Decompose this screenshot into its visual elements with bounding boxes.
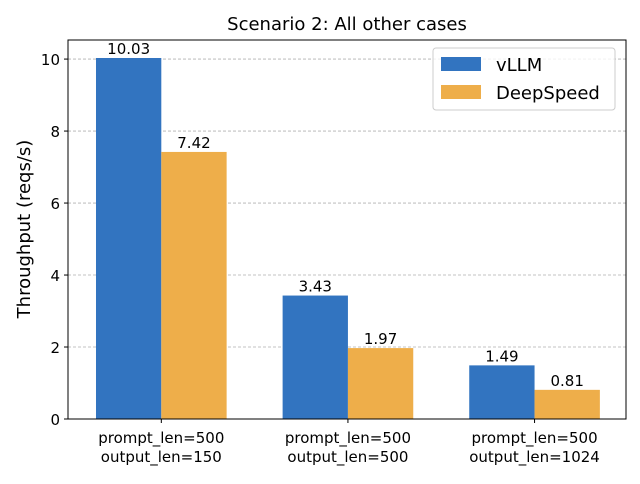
data-label: 7.42	[177, 134, 210, 152]
y-axis-label: Throughput (reqs/s)	[14, 140, 35, 320]
data-label: 1.49	[485, 347, 518, 365]
chart-title: Scenario 2: All other cases	[227, 14, 467, 35]
legend-label: DeepSpeed	[496, 83, 600, 104]
x-tick-label: prompt_len=500	[98, 429, 224, 448]
y-tick-label: 2	[50, 339, 60, 357]
bar-deepspeed	[534, 389, 600, 419]
data-label: 3.43	[299, 278, 332, 296]
y-tick-label: 10	[41, 51, 60, 69]
y-tick-label: 0	[50, 411, 60, 429]
legend-swatch	[441, 57, 481, 71]
data-label: 0.81	[551, 372, 584, 390]
x-tick-label: prompt_len=500	[471, 429, 597, 448]
bar-vllm	[282, 295, 348, 419]
data-label: 10.03	[107, 40, 150, 58]
y-tick-label: 6	[50, 195, 60, 213]
bar-deepspeed	[347, 348, 414, 419]
bar-deepspeed	[161, 151, 227, 419]
legend-label: vLLM	[496, 55, 542, 76]
data-label: 1.97	[364, 330, 397, 348]
x-tick-label: output_len=500	[287, 448, 408, 467]
legend-swatch	[441, 85, 481, 99]
x-tick-label: output_len=150	[101, 448, 222, 467]
y-tick-label: 8	[50, 123, 60, 141]
x-tick-label: output_len=1024	[469, 448, 600, 467]
legend: vLLM DeepSpeed	[432, 47, 616, 111]
plot-frame	[67, 39, 627, 420]
bar-vllm	[95, 57, 162, 419]
bar-vllm	[469, 365, 535, 419]
y-tick-label: 4	[50, 267, 60, 285]
x-tick-label: prompt_len=500	[285, 429, 411, 448]
